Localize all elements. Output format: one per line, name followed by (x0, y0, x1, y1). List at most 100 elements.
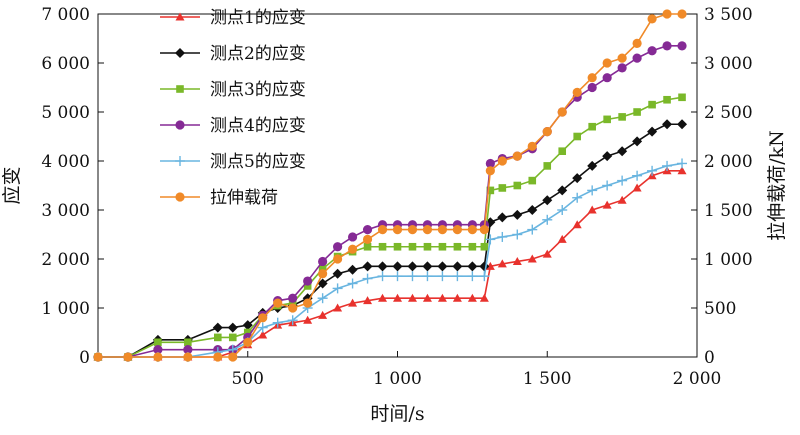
data-point (497, 212, 508, 223)
data-point (393, 242, 402, 251)
data-point (677, 119, 688, 130)
data-point (617, 63, 627, 73)
data-point (422, 261, 433, 272)
data-point (542, 249, 552, 258)
y2-tick-label: 1 500 (704, 201, 753, 221)
data-point (393, 293, 402, 302)
data-point (407, 293, 417, 302)
data-point (272, 317, 283, 328)
data-point (378, 293, 388, 302)
data-point (557, 205, 568, 215)
data-point (480, 242, 489, 251)
data-point (303, 315, 313, 324)
data-point (288, 299, 297, 307)
y-tick-label: 4 000 (41, 152, 90, 172)
series (93, 119, 688, 362)
data-point (468, 242, 477, 251)
data-point (602, 200, 612, 209)
y2-axis-title: 拉伸载荷/kN (766, 130, 788, 241)
data-point (497, 156, 507, 166)
data-point (662, 119, 673, 130)
x-tick-label: 2 000 (673, 369, 722, 389)
data-point (227, 322, 238, 333)
series-line (98, 45, 683, 358)
data-point (527, 205, 538, 215)
data-point (452, 261, 463, 272)
data-point (123, 352, 133, 362)
data-point (588, 122, 596, 131)
data-point (485, 234, 496, 245)
legend-item: 测点1的应变 (160, 8, 306, 28)
data-point (318, 310, 328, 319)
y2-tick-label: 2 500 (704, 103, 753, 123)
series-layer (93, 9, 688, 362)
data-point (422, 225, 433, 235)
data-point (242, 320, 253, 331)
legend-label: 测点3的应变 (210, 80, 306, 100)
y2-tick-label: 0 (704, 348, 715, 368)
data-point (333, 254, 343, 264)
data-point (572, 173, 583, 184)
data-point (587, 82, 597, 93)
y-tick-label: 5 000 (41, 103, 90, 123)
data-point (527, 224, 538, 235)
data-point (558, 147, 567, 155)
data-point (498, 184, 507, 192)
data-point (303, 298, 313, 308)
data-point (513, 181, 522, 190)
data-point (542, 195, 553, 206)
data-point (214, 333, 222, 342)
legend-label: 测点4的应变 (210, 116, 306, 136)
data-point (602, 73, 612, 83)
data-point (647, 46, 657, 56)
series-line (98, 170, 683, 358)
data-point (184, 338, 192, 347)
data-point (288, 303, 298, 313)
data-point (153, 345, 163, 355)
data-point (497, 231, 508, 242)
series-line (98, 13, 683, 358)
y-tick-label: 0 (79, 348, 90, 368)
data-point (632, 53, 642, 63)
data-point (542, 214, 553, 225)
data-point (632, 136, 643, 147)
data-point (572, 220, 582, 229)
y2-tick-label: 500 (704, 299, 736, 319)
data-point (573, 132, 581, 141)
data-point (422, 293, 432, 302)
data-point (512, 256, 522, 265)
data-point (332, 283, 343, 294)
x-axis-title: 时间/s (370, 403, 424, 425)
data-point (512, 209, 523, 220)
series-line (98, 123, 683, 358)
data-point (175, 12, 185, 21)
data-point (618, 113, 626, 121)
data-point (392, 225, 403, 235)
data-point (176, 85, 184, 93)
data-point (437, 261, 448, 272)
legend-item: 拉伸载荷 (160, 188, 278, 208)
data-point (273, 298, 283, 308)
y-tick-label: 6 000 (41, 54, 90, 74)
data-point (572, 192, 583, 203)
data-point (437, 271, 448, 282)
data-point (175, 192, 185, 202)
series (94, 93, 686, 361)
data-point (452, 293, 462, 302)
data-point (228, 352, 238, 362)
data-point (303, 276, 313, 286)
data-point (407, 261, 418, 272)
data-point (347, 232, 358, 242)
data-point (363, 242, 372, 251)
data-point (527, 254, 537, 263)
data-point (602, 180, 613, 191)
data-point (617, 175, 628, 186)
data-point (257, 322, 268, 333)
data-point (287, 315, 298, 326)
data-point (258, 330, 268, 339)
data-point (677, 41, 687, 51)
data-point (647, 165, 658, 176)
data-point (677, 166, 687, 175)
data-point (632, 38, 642, 49)
